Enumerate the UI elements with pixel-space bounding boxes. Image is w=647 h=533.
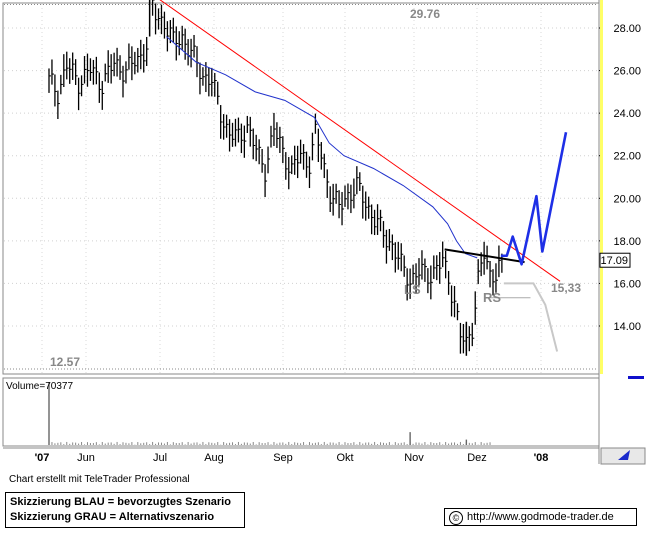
moving-average-line (166, 36, 478, 259)
overlays (159, 0, 568, 352)
x-tick-label: Nov (404, 452, 424, 464)
pattern-label-ls: LS (404, 282, 421, 297)
high-marker-label: 29.76 (410, 7, 440, 21)
pattern-label-rs: RS (483, 290, 501, 305)
labels: 29.76 12.57 15,33 LS RS (50, 7, 581, 369)
website-link[interactable]: © http://www.godmode-trader.de (444, 508, 637, 526)
price-panel (2, 2, 600, 375)
last-price-box (599, 252, 631, 268)
legend-grey-text: Skizzierung GRAU = Alternativszenario (10, 511, 215, 523)
axis-marker (628, 376, 644, 379)
blue-scenario-line (500, 132, 568, 266)
legend-blue-text: Skizzierung BLAU = bevorzugtes Szenario (10, 496, 231, 508)
x-tick-label: '08 (534, 452, 549, 464)
x-tick-label: Jun (77, 452, 95, 464)
x-tick-label: Jul (153, 452, 167, 464)
scroll-arrow-icon (618, 450, 630, 460)
x-tick-label: Dez (467, 452, 487, 464)
volume-frame (2, 377, 600, 447)
price-series (48, 0, 503, 356)
volume-label: Volume=70377 (6, 381, 73, 392)
credit-text: Chart erstellt mit TeleTrader Profession… (9, 474, 190, 485)
x-tick-label: Okt (336, 452, 353, 464)
y-tick-label: 26.00 (613, 66, 641, 78)
x-tick-label: '07 (35, 452, 50, 464)
axes: 14.00 16.00 18.00 20.00 22.00 24.00 26.00 28.00… (3, 0, 647, 465)
x-tick-label: Sep (273, 452, 293, 464)
downtrend-line (159, 0, 561, 282)
last-price-label: 17.09 (600, 255, 628, 267)
axis-strip (600, 0, 603, 374)
grey-scenario-line (503, 282, 559, 352)
y-tick-label: 16.00 (613, 278, 641, 290)
y-tick-label: 20.00 (613, 193, 641, 205)
volume-panel: Volume=7037720000004000000 (2, 377, 645, 447)
y-tick-label: 22.00 (613, 151, 641, 163)
y-tick-label: 18.00 (613, 236, 641, 248)
target-label: 15,33 (551, 281, 581, 295)
scenario-legend: Skizzierung BLAU = bevorzugtes Szenario … (5, 492, 245, 528)
right-axis-bg (599, 0, 647, 464)
y-tick-label: 14.00 (613, 321, 641, 333)
low-marker-label: 12.57 (50, 355, 80, 369)
website-url[interactable]: http://www.godmode-trader.de (467, 511, 614, 523)
copyright-icon: © (449, 511, 463, 525)
neckline (444, 248, 525, 264)
y-tick-label: 28.00 (613, 23, 641, 35)
y-tick-label: 24.00 (613, 108, 641, 120)
x-tick-label: Aug (204, 452, 224, 464)
